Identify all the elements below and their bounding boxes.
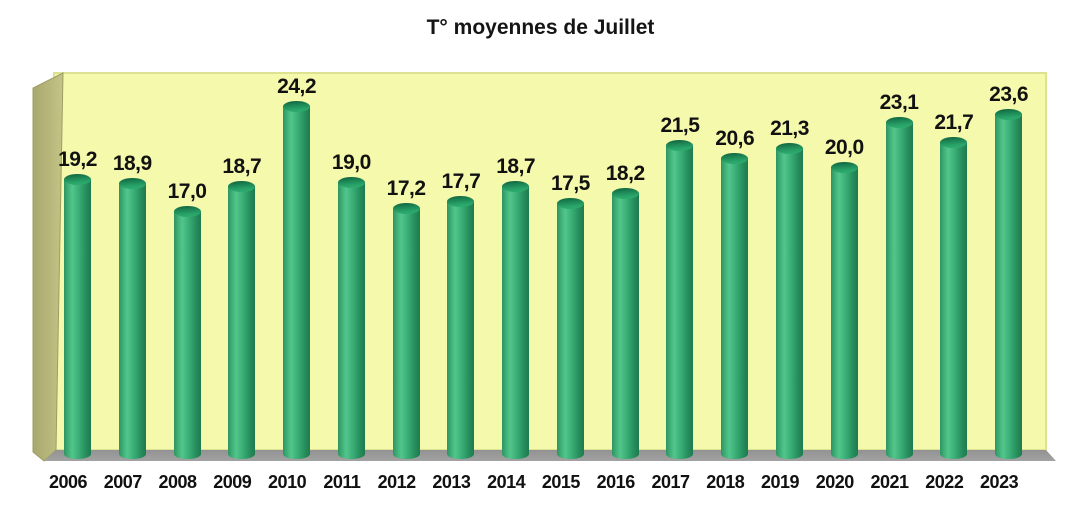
year-label-2013: 2013 bbox=[432, 472, 471, 492]
bar-2006 bbox=[64, 174, 91, 459]
bar-value-label-2011: 19,0 bbox=[331, 151, 371, 174]
bar-value-label-2020: 20,0 bbox=[824, 136, 864, 159]
year-label-2006: 2006 bbox=[48, 472, 88, 492]
bar-value-label-2010: 24,2 bbox=[277, 75, 317, 98]
year-label-2018: 2018 bbox=[706, 472, 745, 492]
bar-2020 bbox=[830, 162, 858, 459]
bar-2008 bbox=[173, 206, 201, 459]
year-label-2007: 2007 bbox=[103, 472, 143, 492]
year-label-2021: 2021 bbox=[870, 472, 910, 492]
bar-2011 bbox=[337, 177, 365, 459]
plot-back-wall bbox=[53, 72, 1047, 451]
year-label-2022: 2022 bbox=[925, 472, 964, 492]
bar-2022 bbox=[940, 137, 968, 459]
bar-2013 bbox=[447, 196, 475, 459]
bar-2021 bbox=[885, 117, 913, 459]
year-label-2014: 2014 bbox=[487, 472, 526, 492]
year-label-2010: 2010 bbox=[268, 472, 307, 492]
year-label-2023: 2023 bbox=[980, 472, 1019, 492]
bar-value-label-2023: 23,6 bbox=[989, 83, 1029, 106]
bar-2018 bbox=[721, 153, 749, 459]
bar-value-label-2007: 18,9 bbox=[112, 152, 152, 175]
bar-2015 bbox=[556, 198, 584, 459]
year-label-2016: 2016 bbox=[596, 472, 636, 492]
bar-2019 bbox=[776, 143, 803, 459]
year-label-2017: 2017 bbox=[651, 472, 690, 492]
bar-2007 bbox=[118, 178, 146, 459]
year-label-2008: 2008 bbox=[158, 472, 198, 492]
bar-2012 bbox=[392, 203, 420, 459]
chart-title: T° moyennes de Juillet bbox=[426, 16, 655, 39]
bar-value-label-2017: 21,5 bbox=[660, 114, 700, 137]
bar-value-label-2012: 17,2 bbox=[386, 177, 426, 200]
bar-value-label-2022: 21,7 bbox=[934, 111, 974, 134]
bar-2009 bbox=[228, 181, 256, 459]
bar-2010 bbox=[283, 101, 311, 459]
bar-value-label-2008: 17,0 bbox=[167, 180, 207, 203]
bar-value-label-2015: 17,5 bbox=[550, 172, 590, 195]
bar-value-label-2009: 18,7 bbox=[222, 155, 262, 178]
year-label-2009: 2009 bbox=[213, 472, 252, 492]
bar-value-label-2006: 19,2 bbox=[58, 148, 97, 171]
bar-value-label-2018: 20,6 bbox=[715, 127, 755, 150]
bar-2014 bbox=[502, 181, 530, 459]
year-label-2011: 2011 bbox=[323, 472, 361, 492]
bar-2023 bbox=[995, 109, 1023, 459]
bar-value-label-2021: 23,1 bbox=[879, 91, 919, 114]
year-label-2015: 2015 bbox=[541, 472, 581, 492]
bar-2017 bbox=[666, 140, 694, 459]
bar-2016 bbox=[611, 188, 639, 459]
plot-left-wall bbox=[32, 72, 64, 462]
year-label-2012: 2012 bbox=[377, 472, 417, 492]
bar-value-label-2016: 18,2 bbox=[605, 162, 645, 185]
bar-value-label-2013: 17,7 bbox=[441, 170, 481, 193]
bar-value-label-2019: 21,3 bbox=[770, 117, 809, 140]
year-label-2020: 2020 bbox=[815, 472, 855, 492]
bar-value-label-2014: 18,7 bbox=[496, 155, 536, 178]
year-label-2019: 2019 bbox=[760, 472, 800, 492]
